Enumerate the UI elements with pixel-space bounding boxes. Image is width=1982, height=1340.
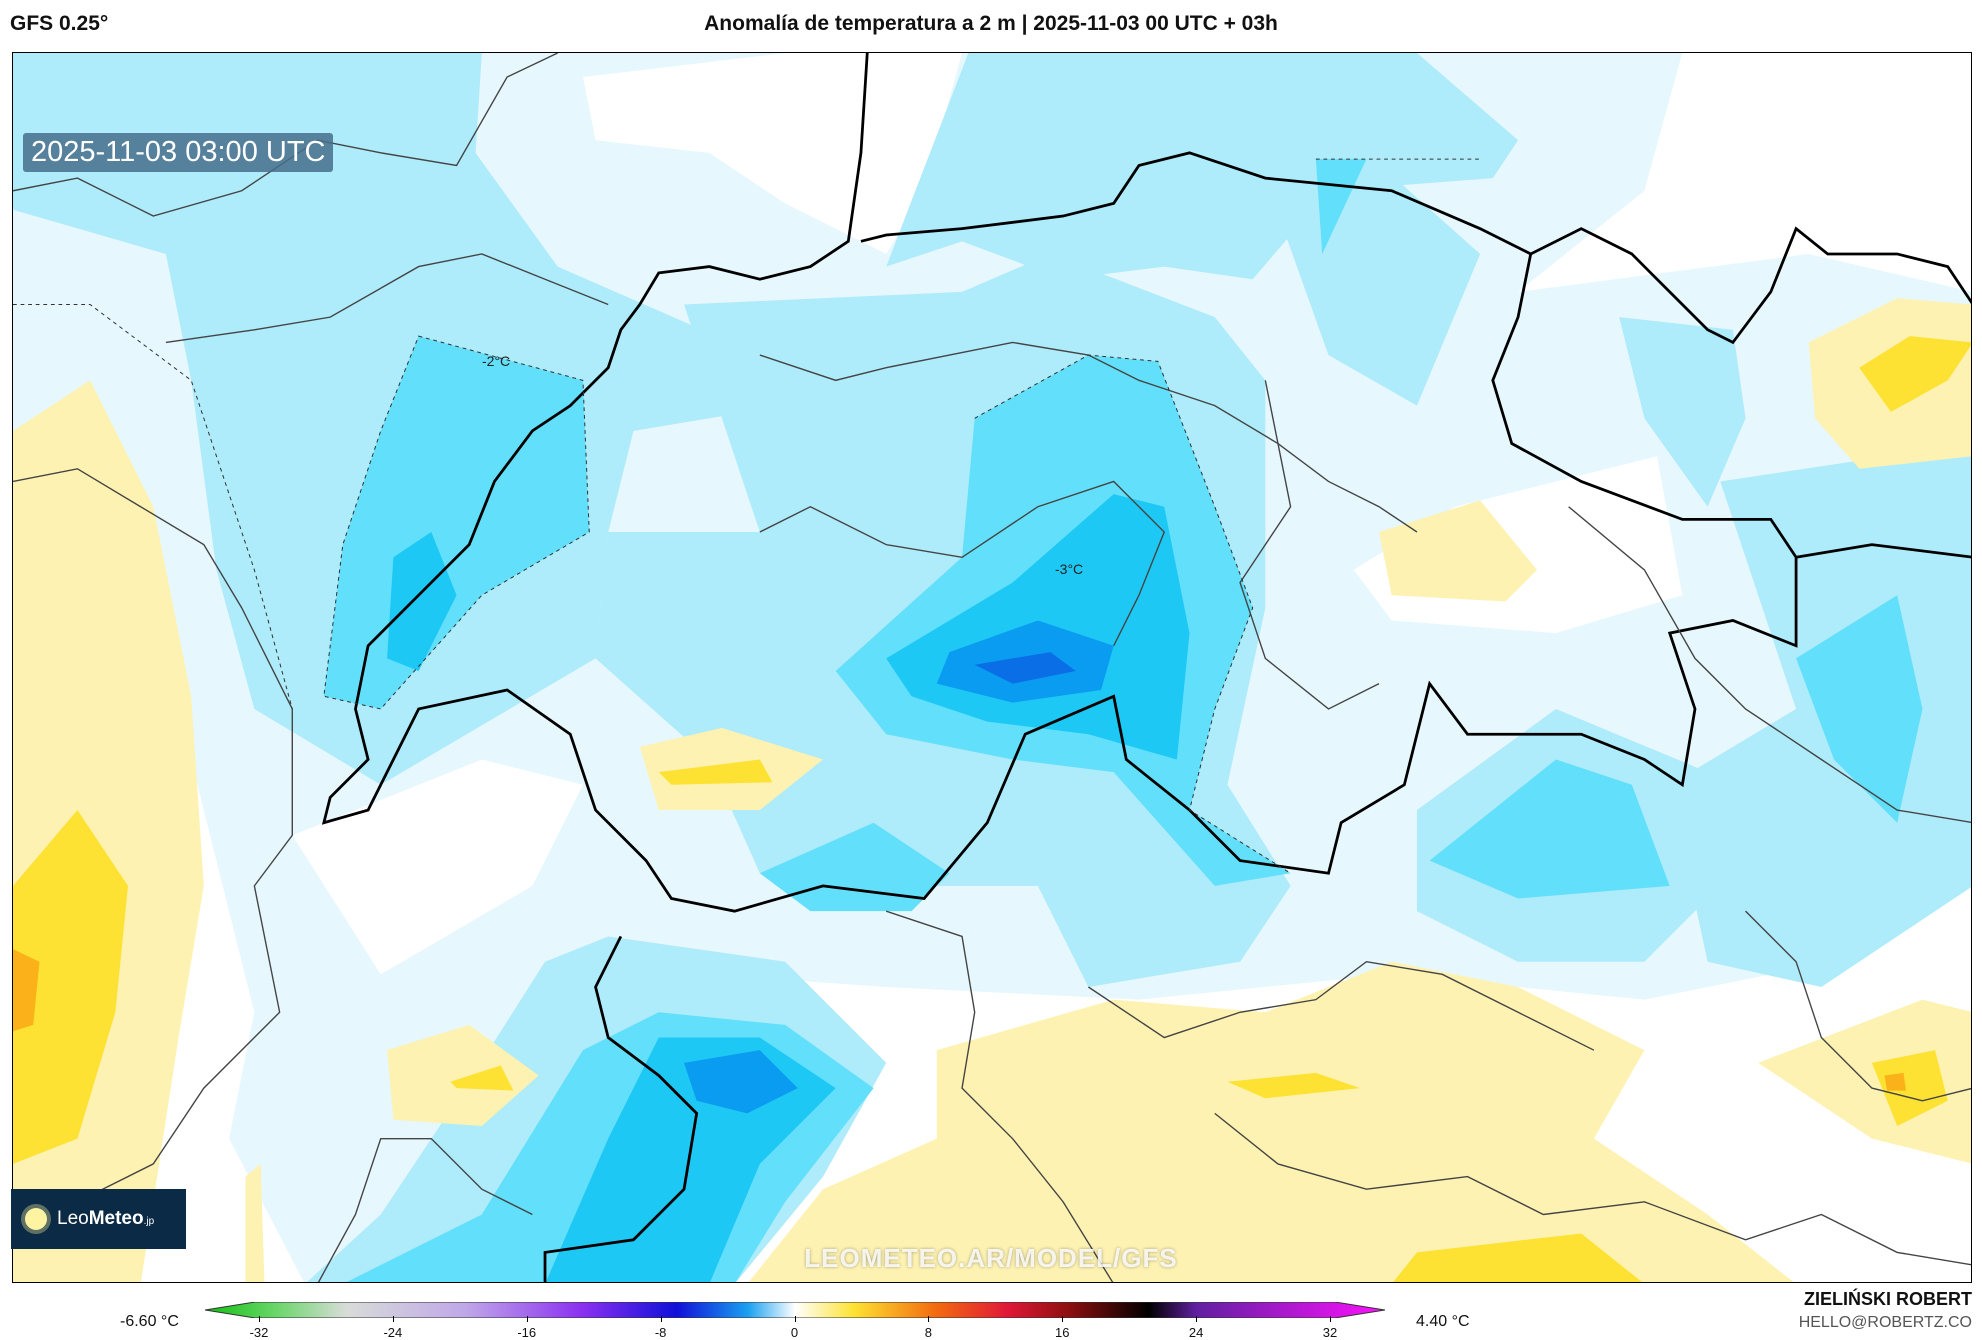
colorbar	[205, 1302, 1385, 1318]
map-panel[interactable]: 2025-11-03 03:00 UTC -2°C -3°C	[12, 52, 1972, 1283]
contour-label: -3°C	[1055, 561, 1084, 577]
anomaly-region-yellow	[1227, 1072, 1361, 1099]
border-line	[1088, 960, 1595, 1051]
border-line	[1530, 226, 1971, 345]
anomaly-region-mid-blue	[1796, 595, 1923, 823]
author-name: ZIELIŃSKI ROBERT	[1803, 1289, 1972, 1309]
anomaly-region-darkest-blue	[974, 652, 1076, 684]
anomaly-region-orange	[13, 949, 40, 1032]
anomaly-region-light-blue	[886, 53, 1519, 280]
colorbar-tick-mark	[392, 1316, 394, 1322]
border-line	[1568, 506, 1971, 824]
anomaly-region-yellow	[13, 810, 128, 1164]
colorbar-tick-label: 32	[1322, 1325, 1338, 1340]
border-line	[13, 468, 293, 1203]
leometeo-logo[interactable]: LeoMeteo.jp	[11, 1189, 186, 1249]
contour-line	[974, 354, 1291, 874]
colorbar-max-label: 4.40 °C	[1416, 1313, 1470, 1330]
chart-title: Anomalía de temperatura a 2 m | 2025-11-…	[704, 12, 1278, 35]
colorbar-tick-label: 24	[1188, 1325, 1204, 1340]
anomaly-region-yellow	[658, 759, 773, 785]
colorbar-tick-mark	[1330, 1316, 1331, 1322]
border-line	[165, 253, 609, 344]
border-line	[759, 341, 1418, 533]
colorbar-tick-label: -16	[517, 1325, 537, 1340]
colorbar-tick-mark	[1196, 1316, 1198, 1322]
anomaly-region-orange	[1884, 1072, 1907, 1091]
author-email[interactable]: HELLO@ROBERTZ.CO	[1798, 1314, 1972, 1331]
sun-icon	[25, 1208, 47, 1230]
anomaly-region-yellow	[1393, 1233, 1642, 1282]
colorbar-tick-label: 0	[790, 1325, 799, 1340]
border-line	[1239, 380, 1380, 710]
colorbar-tick-label: -8	[654, 1325, 667, 1340]
colorbar-tick-mark	[1062, 1316, 1064, 1322]
anomaly-region-light-yellow	[245, 1163, 265, 1282]
border-line	[759, 480, 1166, 647]
model-label: GFS 0.25°	[10, 12, 109, 35]
anomaly-region-yellow	[1859, 336, 1971, 412]
watermark: LEOMETEO.AR/MODEL/GFS	[804, 1243, 1178, 1273]
colorbar-tick-mark	[794, 1316, 796, 1322]
colorbar-tick-label: -32	[249, 1325, 269, 1340]
temperature-anomaly-map	[13, 53, 1971, 1282]
anomaly-region-yellow	[1871, 1050, 1948, 1127]
logo-text: LeoMeteo.jp	[57, 1208, 155, 1229]
colorbar-tick-label: 16	[1055, 1325, 1070, 1340]
contour-label: -2°C	[482, 353, 511, 369]
anomaly-region-white	[292, 759, 583, 975]
colorbar-tick-mark	[259, 1316, 260, 1322]
border-line	[1745, 910, 1971, 1102]
anomaly-region-mid-blue	[1315, 159, 1367, 254]
colorbar-tick-mark	[928, 1316, 930, 1322]
anomaly-region-yellow	[450, 1065, 514, 1091]
anomaly-region-blue	[387, 532, 457, 672]
anomaly-region-light-yellow	[1379, 500, 1538, 602]
border-line	[321, 53, 1798, 913]
anomaly-region-mid-blue	[1429, 759, 1670, 899]
anomaly-region-light-yellow	[748, 961, 1794, 1282]
colorbar-tick-mark	[660, 1316, 662, 1322]
contour-lines	[13, 158, 1481, 874]
anomaly-region-light-blue	[1265, 152, 1481, 406]
colorbar-tick-label: -24	[383, 1325, 403, 1340]
colorbar-tick-mark	[526, 1316, 528, 1322]
anomaly-region-white	[582, 53, 963, 254]
border-line	[317, 1137, 533, 1282]
colorbar-tick-label: 8	[924, 1325, 932, 1340]
border-line	[885, 910, 1114, 1282]
colorbar-gradient	[205, 1302, 1385, 1318]
national-borders	[321, 53, 1971, 1282]
anomaly-region-white	[1644, 53, 1971, 292]
anomaly-region-deep-blue	[684, 1050, 798, 1114]
border-line	[543, 935, 699, 1282]
contour-line	[323, 335, 590, 710]
anomaly-region-light-blue	[1619, 317, 1746, 507]
anomaly-region-light-yellow	[387, 1024, 539, 1127]
valid-time-stamp: 2025-11-03 03:00 UTC	[23, 133, 334, 172]
border-line	[1214, 1112, 1971, 1266]
border-line	[1795, 543, 1971, 559]
colorbar-min-label: -6.60 °C	[120, 1313, 179, 1330]
